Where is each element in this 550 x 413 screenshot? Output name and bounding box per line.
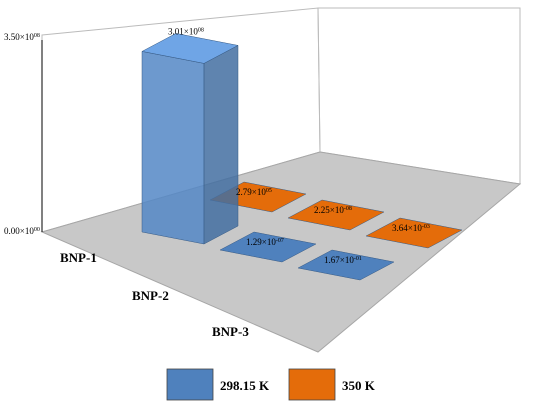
bar-350-k-bnp-2	[287, 199, 385, 231]
z-tick-min: 0.00×1000	[4, 226, 40, 236]
bar-298-15-k-bnp-1	[141, 33, 239, 245]
data-label-350-k-bnp-3: 3.64×10-03	[392, 223, 430, 233]
legend-swatch-350k	[288, 368, 336, 401]
legend: 298.15 K 350 K	[166, 368, 376, 401]
data-label-298-15-k-bnp-2: 1.29×10-07	[246, 237, 284, 247]
bars-group	[141, 33, 463, 281]
bar-298-15-k-bnp-2	[219, 231, 317, 263]
category-label-bnp-3: BNP-3	[212, 324, 249, 339]
data-labels-group: 2.79×1005 2.25×10-08 3.64×10-03 3.01×1008 1.…	[168, 26, 430, 265]
z-tick-max: 3.50×1008	[4, 32, 40, 42]
bar-298-15-k-bnp-3	[297, 249, 395, 281]
data-label-298-15-k-bnp-1: 3.01×1008	[168, 26, 204, 36]
data-label-298-15-k-bnp-3: 1.67×10-01	[324, 255, 362, 265]
legend-swatch-298k	[166, 368, 214, 401]
category-label-bnp-1: BNP-1	[60, 250, 97, 265]
bar-top-350-k-bnp-2	[287, 199, 385, 231]
bar-top-298-15-k-bnp-3	[297, 249, 395, 281]
bar-top-298-15-k-bnp-1	[141, 33, 239, 64]
bar-front-298-15-k-bnp-1	[141, 51, 205, 245]
bar-350-k-bnp-3	[365, 217, 463, 249]
bar-top-350-k-bnp-3	[365, 217, 463, 249]
category-label-bnp-2: BNP-2	[132, 288, 169, 303]
legend-label-350k: 350 K	[342, 378, 376, 393]
data-label-350-k-bnp-1: 2.79×1005	[236, 187, 272, 197]
legend-label-298k: 298.15 K	[220, 378, 270, 393]
data-label-350-k-bnp-2: 2.25×10-08	[314, 205, 352, 215]
bar-top-298-15-k-bnp-2	[219, 231, 317, 263]
bar-side-298-15-k-bnp-1	[203, 44, 239, 245]
